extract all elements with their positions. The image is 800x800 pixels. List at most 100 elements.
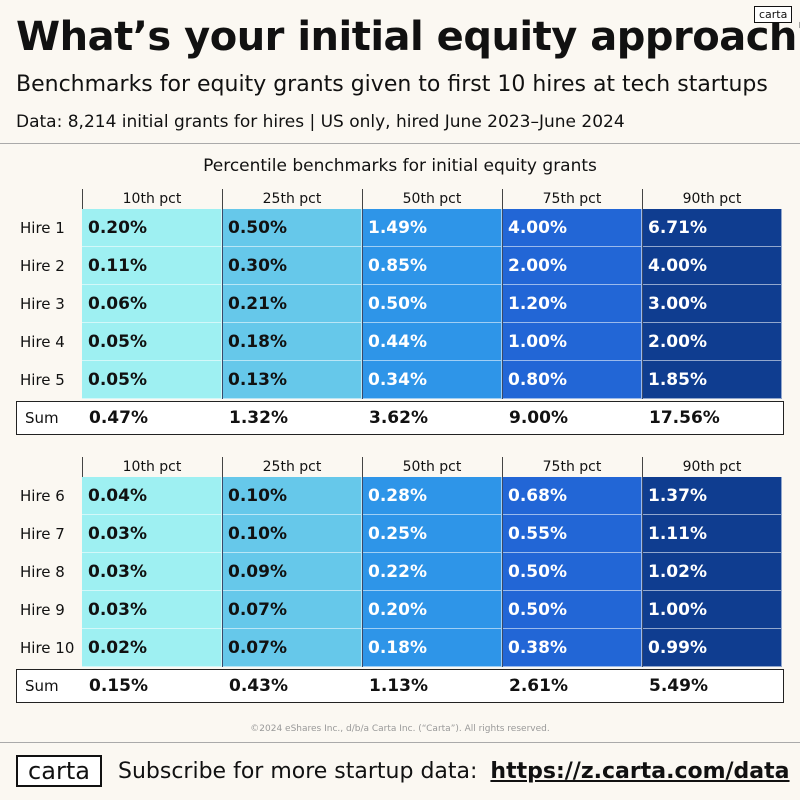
column-divider (642, 189, 643, 209)
sum-cell: 3.62% (369, 408, 428, 428)
row-label: Hire 9 (20, 601, 65, 619)
table-cell: 3.00% (642, 285, 782, 323)
sum-label: Sum (25, 409, 59, 427)
chart-title: Percentile benchmarks for initial equity… (203, 156, 597, 176)
row-label: Hire 1 (20, 219, 65, 237)
table-cell: 0.18% (362, 629, 502, 667)
table-cell: 0.80% (502, 361, 642, 399)
footer-url-link[interactable]: https://z.carta.com/data (490, 759, 790, 784)
table-cell: 0.10% (222, 515, 362, 553)
column-divider (502, 457, 503, 477)
column-header: 75th pct (542, 191, 602, 207)
column-divider (502, 209, 503, 399)
row-label: Hire 7 (20, 525, 65, 543)
page-title: What’s your initial equity approach? (16, 14, 800, 60)
footer-text: Subscribe for more startup data: (118, 759, 478, 784)
carta-logo-small: carta (754, 6, 793, 23)
table-cell: 1.37% (642, 477, 782, 515)
column-divider (362, 209, 363, 399)
sum-cell: 5.49% (649, 676, 708, 696)
column-divider (362, 457, 363, 477)
benchmark-table-hires-1-5: 10th pct 25th pct 50th pct 75th pct 90th pct… (16, 189, 784, 435)
table-cell: 1.00% (502, 323, 642, 361)
row-label: Hire 8 (20, 563, 65, 581)
column-divider (642, 457, 643, 477)
table-cell: 1.85% (642, 361, 782, 399)
table-cell: 0.85% (362, 247, 502, 285)
table-cell: 1.49% (362, 209, 502, 247)
table-cell: 4.00% (502, 209, 642, 247)
table-cell: 0.50% (362, 285, 502, 323)
column-divider (642, 477, 643, 667)
table-cell: 0.03% (82, 553, 222, 591)
table-cell: 0.20% (82, 209, 222, 247)
table-cell: 2.00% (642, 323, 782, 361)
sum-cell: 1.13% (369, 676, 428, 696)
table-cell: 0.22% (362, 553, 502, 591)
table-cell: 0.21% (222, 285, 362, 323)
table-cell: 2.00% (502, 247, 642, 285)
sum-label: Sum (25, 677, 59, 695)
table-cell: 1.02% (642, 553, 782, 591)
table-cell: 1.00% (642, 591, 782, 629)
top-divider (0, 143, 800, 144)
column-divider (362, 477, 363, 667)
sum-cell: 0.43% (229, 676, 288, 696)
column-header: 50th pct (402, 191, 462, 207)
column-header: 75th pct (542, 459, 602, 475)
table-cell: 1.20% (502, 285, 642, 323)
row-label: Hire 3 (20, 295, 65, 313)
row-label: Hire 4 (20, 333, 65, 351)
column-divider (502, 477, 503, 667)
table-cell: 0.09% (222, 553, 362, 591)
sum-row: Sum 0.47% 1.32% 3.62% 9.00% 17.56% (16, 401, 784, 435)
row-label: Hire 5 (20, 371, 65, 389)
table-cell: 0.55% (502, 515, 642, 553)
column-header: 50th pct (402, 459, 462, 475)
sum-cell: 9.00% (509, 408, 568, 428)
row-label: Hire 2 (20, 257, 65, 275)
column-divider (82, 457, 83, 477)
column-header: 90th pct (682, 191, 742, 207)
benchmark-table-hires-6-10: 10th pct 25th pct 50th pct 75th pct 90th pct… (16, 457, 784, 703)
table-cell: 0.11% (82, 247, 222, 285)
table-cell: 0.50% (502, 591, 642, 629)
column-divider (82, 209, 83, 399)
column-divider (222, 209, 223, 399)
table-cell: 0.10% (222, 477, 362, 515)
column-divider (82, 189, 83, 209)
table-cell: 0.07% (222, 629, 362, 667)
table-cell: 0.04% (82, 477, 222, 515)
sum-cell: 0.15% (89, 676, 148, 696)
sum-cell: 2.61% (509, 676, 568, 696)
page-subtitle: Benchmarks for equity grants given to fi… (16, 72, 768, 97)
table-cell: 0.68% (502, 477, 642, 515)
column-header: 25th pct (262, 191, 322, 207)
table-cell: 0.50% (222, 209, 362, 247)
sum-cell: 0.47% (89, 408, 148, 428)
carta-logo: carta (16, 755, 102, 787)
table-cell: 0.05% (82, 323, 222, 361)
bottom-divider (0, 742, 800, 743)
table-cell: 0.03% (82, 591, 222, 629)
table-cell: 0.99% (642, 629, 782, 667)
copyright-notice: ©2024 eShares Inc., d/b/a Carta Inc. (“C… (250, 724, 550, 734)
table-cell: 6.71% (642, 209, 782, 247)
table-cell: 1.11% (642, 515, 782, 553)
column-divider (642, 209, 643, 399)
table-cell: 0.44% (362, 323, 502, 361)
table-cell: 0.18% (222, 323, 362, 361)
column-header: 25th pct (262, 459, 322, 475)
table-cell: 0.05% (82, 361, 222, 399)
column-header: 10th pct (122, 191, 182, 207)
column-header: 10th pct (122, 459, 182, 475)
table-cell: 0.20% (362, 591, 502, 629)
column-divider (222, 477, 223, 667)
table-cell: 0.06% (82, 285, 222, 323)
column-header: 90th pct (682, 459, 742, 475)
table-cell: 0.03% (82, 515, 222, 553)
sum-cell: 17.56% (649, 408, 720, 428)
table-cell: 0.25% (362, 515, 502, 553)
table-cell: 0.07% (222, 591, 362, 629)
row-label: Hire 10 (20, 639, 75, 657)
